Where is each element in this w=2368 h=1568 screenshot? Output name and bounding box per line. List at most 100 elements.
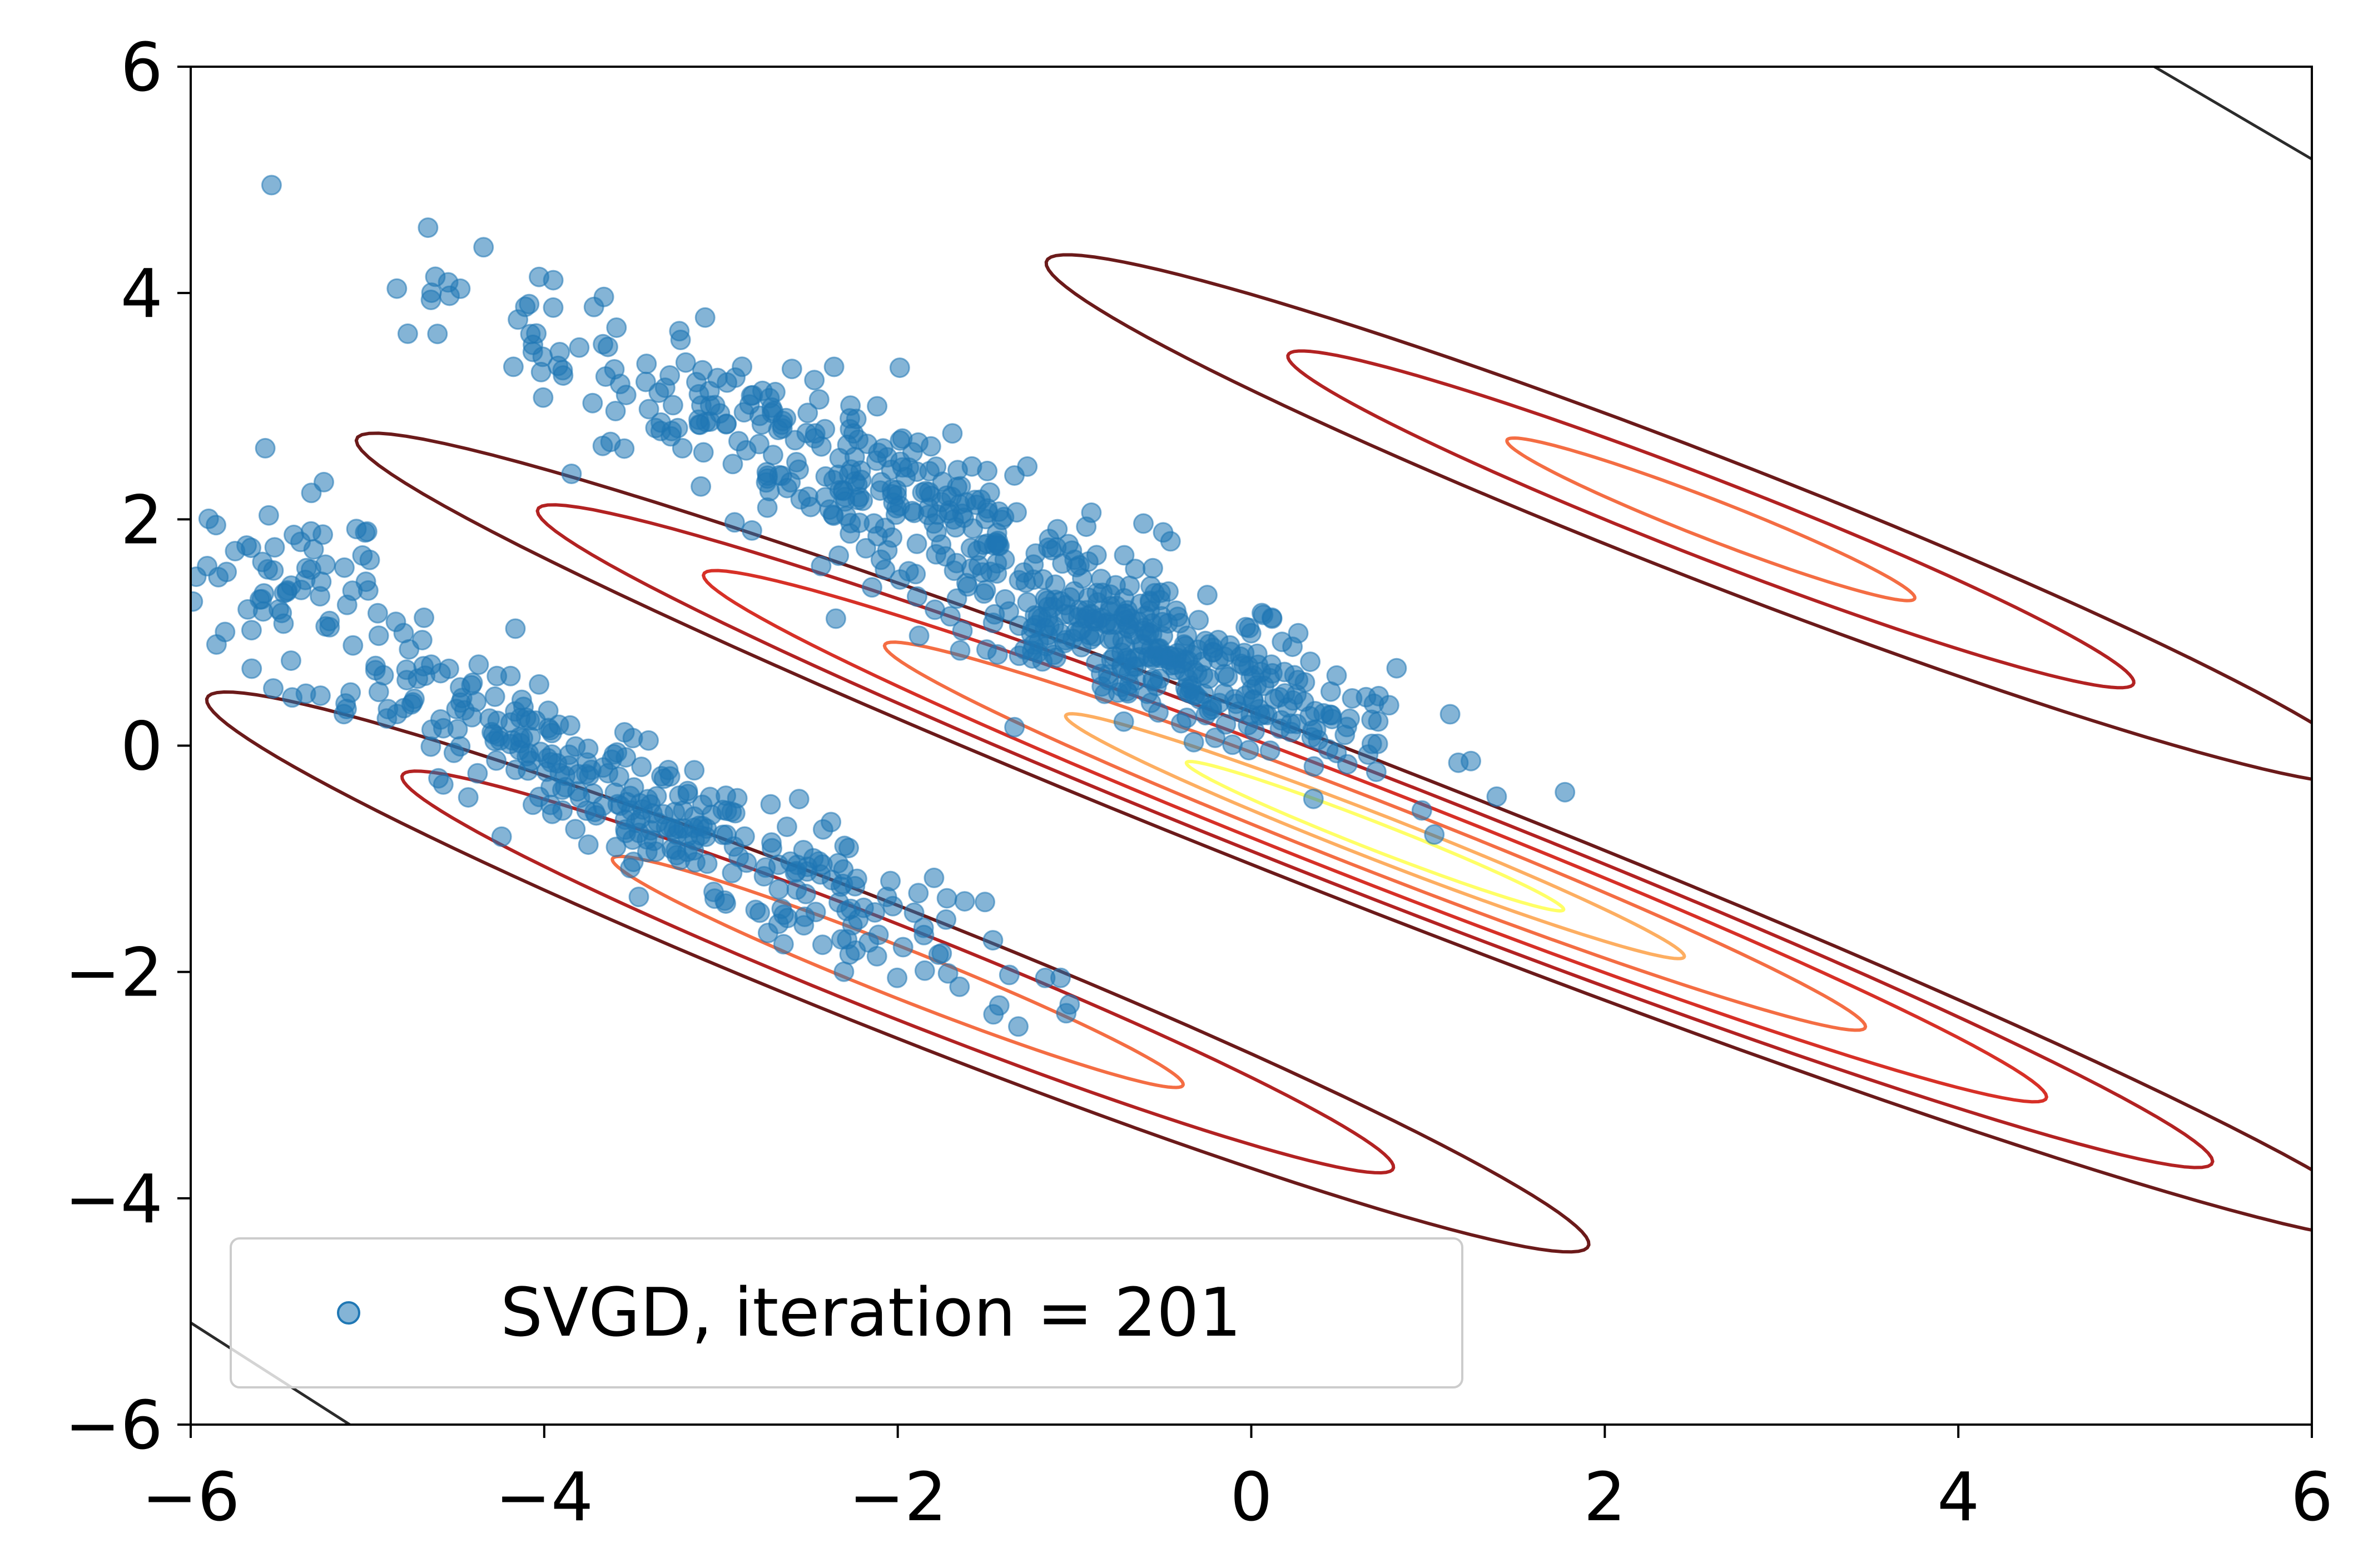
x-tick-label: 0 bbox=[1230, 1459, 1272, 1536]
particle bbox=[319, 610, 340, 631]
particle bbox=[578, 834, 599, 855]
particle bbox=[733, 402, 754, 423]
particle bbox=[1197, 585, 1218, 606]
particle bbox=[867, 396, 888, 417]
particle bbox=[461, 706, 483, 728]
particle bbox=[647, 812, 668, 833]
particle bbox=[254, 583, 275, 604]
particle bbox=[741, 520, 762, 541]
particle bbox=[989, 501, 1010, 522]
particle bbox=[525, 710, 546, 731]
particle bbox=[684, 760, 705, 781]
particle bbox=[892, 457, 913, 478]
particle bbox=[1009, 615, 1030, 636]
particle bbox=[1008, 1016, 1029, 1037]
particle bbox=[803, 848, 824, 869]
particle bbox=[757, 468, 778, 489]
contour-1-0 bbox=[205, 690, 1591, 1254]
particle bbox=[638, 399, 659, 420]
particle bbox=[881, 479, 902, 500]
particle bbox=[999, 964, 1020, 985]
particle bbox=[749, 902, 770, 923]
particle bbox=[917, 505, 939, 526]
particle bbox=[367, 603, 388, 624]
particle bbox=[762, 445, 783, 466]
particle bbox=[982, 930, 1004, 951]
particle bbox=[386, 704, 408, 725]
particle bbox=[980, 561, 1001, 583]
particle bbox=[797, 402, 818, 424]
particle bbox=[623, 852, 644, 873]
particle bbox=[812, 819, 833, 840]
particle bbox=[804, 370, 825, 391]
particle bbox=[216, 561, 237, 583]
particle bbox=[607, 742, 628, 763]
particle bbox=[1363, 693, 1384, 714]
particle bbox=[386, 278, 408, 299]
particle bbox=[301, 482, 322, 504]
particle bbox=[942, 423, 963, 444]
particle bbox=[1303, 756, 1324, 777]
particle bbox=[547, 753, 568, 774]
particle bbox=[890, 430, 911, 451]
particle bbox=[1066, 556, 1087, 578]
particle bbox=[661, 426, 681, 447]
particle bbox=[264, 537, 285, 558]
particle bbox=[908, 883, 929, 904]
particle bbox=[261, 175, 282, 196]
particle bbox=[269, 599, 289, 620]
particle bbox=[628, 887, 649, 908]
particle bbox=[946, 588, 967, 609]
contour-0-4 bbox=[1064, 712, 1686, 960]
particle bbox=[150, 620, 168, 639]
particle bbox=[890, 495, 910, 516]
particle bbox=[949, 976, 970, 997]
particle bbox=[1143, 557, 1163, 579]
particle bbox=[654, 377, 676, 399]
particle bbox=[467, 763, 488, 784]
particle bbox=[98, 436, 117, 455]
particle bbox=[977, 460, 998, 481]
particle bbox=[1555, 781, 1576, 803]
particle bbox=[926, 521, 947, 542]
y-tick-label: 4 bbox=[121, 256, 163, 333]
particle bbox=[646, 786, 667, 807]
particle bbox=[592, 435, 613, 456]
particle bbox=[355, 571, 376, 593]
particle bbox=[1241, 679, 1262, 700]
particle bbox=[914, 960, 935, 981]
particle bbox=[1189, 689, 1210, 710]
particle bbox=[503, 356, 524, 377]
particle bbox=[704, 888, 725, 909]
particle bbox=[693, 442, 714, 463]
particle bbox=[1170, 713, 1192, 734]
particle bbox=[1272, 631, 1293, 653]
particle bbox=[582, 392, 603, 414]
particle bbox=[315, 554, 336, 575]
y-axis: −6 −4 −2 0 2 4 6 bbox=[64, 29, 191, 1465]
particle bbox=[1326, 665, 1347, 686]
particle bbox=[438, 658, 459, 679]
particle bbox=[614, 722, 635, 743]
particle bbox=[397, 323, 418, 344]
x-axis: −6 −4 −2 0 2 4 6 bbox=[142, 1425, 2333, 1536]
particle bbox=[776, 817, 797, 837]
particle bbox=[609, 374, 631, 395]
particle bbox=[505, 618, 526, 639]
particle bbox=[191, 591, 203, 612]
particle bbox=[462, 672, 483, 693]
contour-0-1 bbox=[535, 503, 2215, 1169]
particle bbox=[334, 557, 355, 578]
y-tick-label: −2 bbox=[64, 935, 163, 1012]
particle bbox=[823, 505, 844, 526]
particle bbox=[887, 967, 908, 988]
particle bbox=[1141, 624, 1163, 645]
particle bbox=[170, 494, 188, 513]
particle bbox=[1036, 636, 1057, 657]
particle bbox=[1091, 676, 1113, 697]
particle bbox=[609, 766, 629, 787]
particle bbox=[499, 734, 520, 754]
particle bbox=[543, 297, 564, 318]
particle bbox=[825, 608, 846, 629]
particle bbox=[1125, 559, 1146, 580]
